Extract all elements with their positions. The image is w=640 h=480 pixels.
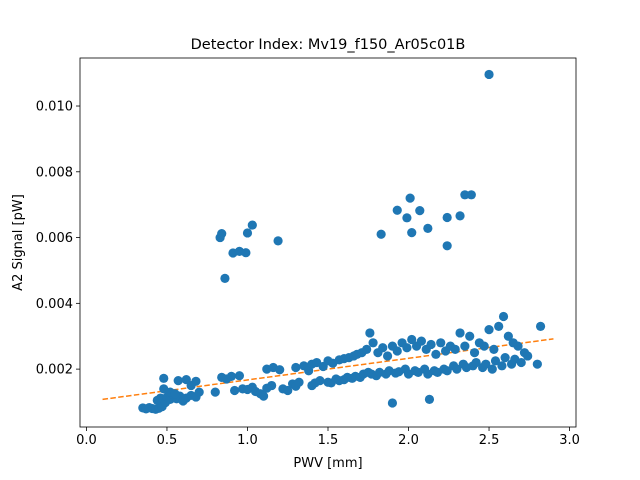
data-point [424, 394, 435, 404]
y-tick-label: 0.002 [36, 363, 73, 378]
y-axis-label: A2 Signal [pW] [11, 194, 26, 291]
data-point [376, 229, 386, 239]
x-tick-label: 1.0 [237, 433, 258, 448]
data-point [226, 371, 236, 381]
data-point [442, 241, 452, 251]
data-point [466, 190, 476, 200]
x-tick-label: 0.5 [157, 433, 178, 448]
x-tick-label: 3.0 [559, 433, 580, 448]
data-point [469, 348, 480, 358]
data-point [170, 389, 180, 399]
data-point [210, 387, 220, 397]
data-point [487, 364, 497, 374]
data-point [500, 353, 510, 363]
data-point [452, 364, 462, 374]
data-point [217, 229, 227, 239]
y-tick-label: 0.010 [36, 100, 73, 115]
data-point [387, 398, 398, 408]
data-point [498, 311, 509, 322]
data-point [315, 376, 325, 386]
data-point [407, 228, 417, 238]
y-tick-label: 0.006 [36, 231, 73, 246]
data-point [523, 351, 533, 361]
data-point [267, 380, 277, 391]
data-point [291, 362, 301, 373]
data-point [460, 341, 470, 351]
linear-fit-line [102, 338, 554, 401]
data-point [535, 321, 546, 331]
data-point [392, 205, 402, 215]
y-tick-label: 0.008 [36, 165, 73, 180]
data-point [436, 338, 446, 348]
data-point [405, 193, 415, 203]
data-points-layer [138, 69, 546, 414]
data-point [402, 213, 412, 223]
data-point [481, 359, 491, 369]
y-axis-ticks: 0.002 0.004 0.006 0.008 0.010 [36, 100, 80, 378]
data-point [455, 328, 465, 338]
x-axis-ticks: 0.0 0.5 1.0 1.5 2.0 2.5 3.0 [76, 427, 580, 448]
data-point [392, 346, 402, 356]
fit-line-layer [102, 338, 554, 401]
data-point [368, 338, 378, 348]
data-point [283, 385, 293, 396]
x-tick-label: 2.5 [479, 433, 500, 448]
x-tick-label: 2.0 [398, 433, 419, 448]
x-tick-label: 0.0 [76, 433, 97, 448]
data-point [242, 228, 253, 238]
data-point [516, 357, 526, 368]
data-point [365, 328, 375, 338]
data-point [532, 359, 542, 369]
data-point [431, 349, 441, 359]
data-point [234, 371, 245, 381]
y-tick-label: 0.004 [36, 297, 73, 312]
data-point [484, 69, 494, 80]
data-point [415, 206, 425, 216]
data-point [497, 361, 507, 371]
data-point [378, 343, 388, 353]
data-point [402, 343, 412, 353]
data-point [362, 344, 372, 354]
data-point [241, 248, 251, 258]
data-point [159, 373, 169, 383]
data-point [416, 336, 426, 346]
data-point [173, 376, 183, 386]
data-point [423, 223, 433, 233]
data-point [489, 344, 499, 354]
data-point [247, 220, 257, 230]
data-point [479, 341, 489, 351]
data-point [484, 325, 494, 335]
data-point [275, 365, 285, 375]
data-point [465, 331, 475, 341]
data-point [450, 344, 460, 354]
data-point [471, 357, 481, 368]
data-point [220, 273, 230, 283]
x-axis-label: PWV [mm] [293, 456, 362, 471]
data-point [455, 211, 465, 221]
data-point [426, 339, 436, 350]
data-point [442, 212, 452, 223]
data-point [382, 351, 393, 361]
x-tick-label: 1.5 [318, 433, 339, 448]
chart-title: Detector Index: Mv19_f150_Ar05c01B [191, 37, 466, 53]
data-point [273, 236, 283, 246]
data-point [186, 380, 196, 391]
data-point [513, 341, 523, 351]
data-point [258, 391, 269, 401]
data-point [494, 321, 504, 331]
data-point [407, 334, 417, 345]
data-point [194, 387, 204, 397]
data-point [460, 190, 470, 200]
data-point [490, 356, 501, 366]
data-point [230, 385, 240, 396]
data-point [294, 377, 304, 387]
data-point [442, 366, 452, 376]
data-point [503, 331, 513, 341]
